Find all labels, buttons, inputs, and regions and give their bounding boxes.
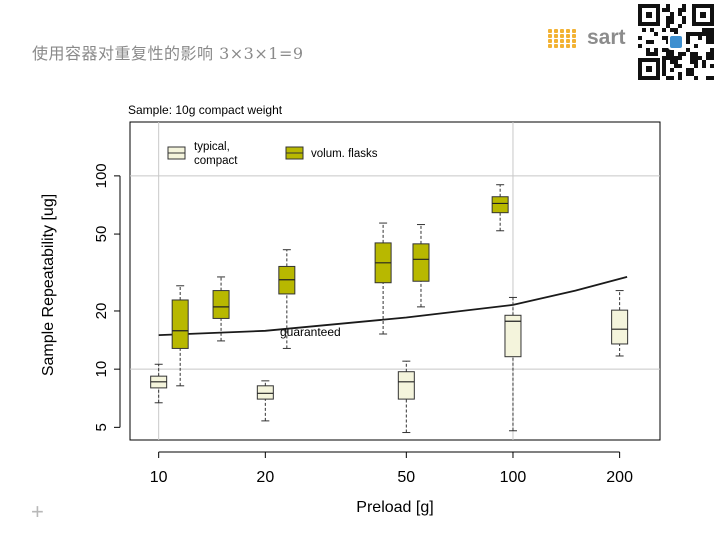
box-volum xyxy=(491,184,509,232)
box-iqr xyxy=(256,385,274,400)
guaranteed-curve xyxy=(158,276,628,336)
y-axis-label: Sample Repeatability [ug] xyxy=(40,194,57,376)
qr-code-icon xyxy=(638,4,714,80)
plus-mark: + xyxy=(31,499,44,524)
box-iqr xyxy=(412,243,430,282)
legend-label-typical-line1: typical, xyxy=(194,141,230,153)
axes-group: 5 10 20 50 100 10 20 50 100 200 xyxy=(93,163,633,486)
box-volum xyxy=(374,222,392,335)
box-typical xyxy=(504,296,522,432)
plot-frame xyxy=(129,121,661,441)
box-typical xyxy=(256,380,274,422)
legend-label-volum: volum. flasks xyxy=(311,148,378,160)
box-volum xyxy=(171,285,189,387)
box-typical xyxy=(611,290,629,357)
box-typical xyxy=(397,360,415,434)
box-typical xyxy=(150,363,168,404)
y-tick-label: 20 xyxy=(93,303,110,320)
x-axis-label: Preload [g] xyxy=(356,499,433,516)
logo-dots-icon xyxy=(548,28,577,48)
box-volum xyxy=(278,249,296,349)
sart-logo: sart xyxy=(548,24,626,52)
guaranteed-curve-group xyxy=(158,276,628,336)
guaranteed-label: guaranteed xyxy=(280,325,341,339)
box-iqr xyxy=(504,314,522,358)
box-volum xyxy=(412,224,430,308)
x-tick-label: 100 xyxy=(500,469,527,486)
y-tick-label: 50 xyxy=(93,226,110,243)
y-tick-label: 100 xyxy=(93,163,110,188)
box-iqr xyxy=(171,299,189,349)
box-group xyxy=(150,184,629,434)
x-tick-label: 200 xyxy=(606,469,633,486)
legend: typical, compact volum. flasks xyxy=(167,141,378,167)
chart-title: Sample: 10g compact weight xyxy=(128,103,283,117)
legend-label-typical-line2: compact xyxy=(194,155,238,167)
x-tick-label: 20 xyxy=(256,469,274,486)
box-iqr xyxy=(491,196,509,214)
slide-title: 使用容器对重复性的影响 3×3×1=9 xyxy=(32,44,304,63)
x-tick-label: 10 xyxy=(150,469,168,486)
box-iqr xyxy=(611,309,629,345)
y-tick-label: 10 xyxy=(93,361,110,378)
grid-lines xyxy=(130,122,660,440)
x-tick-label: 50 xyxy=(397,469,415,486)
box-iqr xyxy=(397,371,415,400)
box-volum xyxy=(212,276,230,342)
y-tick-label: 5 xyxy=(93,423,110,431)
box-iqr xyxy=(212,290,230,319)
logo-text: sart xyxy=(587,26,626,49)
